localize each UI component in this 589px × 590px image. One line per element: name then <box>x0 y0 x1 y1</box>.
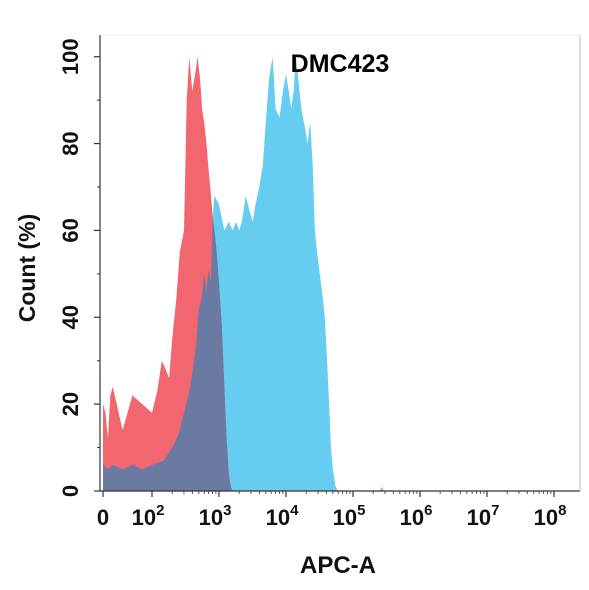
x-tick-label: 107 <box>467 502 500 530</box>
y-tick-label: 60 <box>58 218 83 242</box>
x-tick-base: 10 <box>534 505 558 530</box>
x-tick-label: 106 <box>400 502 433 530</box>
y-tick-label: 0 <box>58 485 83 497</box>
x-tick-base: 10 <box>199 505 223 530</box>
x-tick-base: 10 <box>467 505 491 530</box>
x-tick-label: 108 <box>534 502 567 530</box>
x-tick-label: 0 <box>97 505 109 530</box>
plot-area <box>103 56 384 491</box>
x-tick-base: 0 <box>97 505 109 530</box>
x-tick-base: 10 <box>132 505 156 530</box>
x-tick-exponent: 3 <box>223 502 231 519</box>
y-tick-label: 20 <box>58 392 83 416</box>
x-tick-exponent: 7 <box>491 502 499 519</box>
x-tick-exponent: 8 <box>558 502 566 519</box>
x-tick-base: 10 <box>333 505 357 530</box>
series-sample-area <box>103 56 384 491</box>
x-tick-label: 104 <box>266 502 299 530</box>
y-tick-label: 80 <box>58 131 83 155</box>
x-tick-base: 10 <box>266 505 290 530</box>
x-tick-label: 105 <box>333 502 366 530</box>
x-tick-exponent: 6 <box>424 502 432 519</box>
chart-title: DMC423 <box>291 50 390 78</box>
x-tick-base: 10 <box>400 505 424 530</box>
x-tick-exponent: 2 <box>156 502 164 519</box>
x-tick-label: 103 <box>199 502 232 530</box>
y-tick-label: 100 <box>58 38 83 75</box>
labels: DMC423 APC-A Count (%) <box>14 50 389 579</box>
x-tick-exponent: 4 <box>290 502 299 519</box>
y-axis-label: Count (%) <box>14 214 40 323</box>
y-tick-label: 40 <box>58 305 83 329</box>
series-group <box>103 56 384 491</box>
x-axis-label: APC-A <box>300 552 376 579</box>
x-tick-exponent: 5 <box>357 502 365 519</box>
x-tick-label: 102 <box>132 502 165 530</box>
